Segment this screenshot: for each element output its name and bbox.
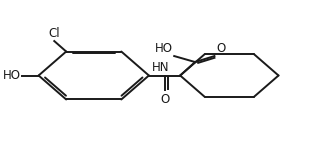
Text: Cl: Cl	[49, 27, 60, 40]
Text: O: O	[161, 93, 170, 106]
Text: HO: HO	[155, 42, 173, 55]
Text: HN: HN	[152, 61, 170, 74]
Text: O: O	[216, 42, 225, 55]
Text: HO: HO	[3, 69, 21, 82]
